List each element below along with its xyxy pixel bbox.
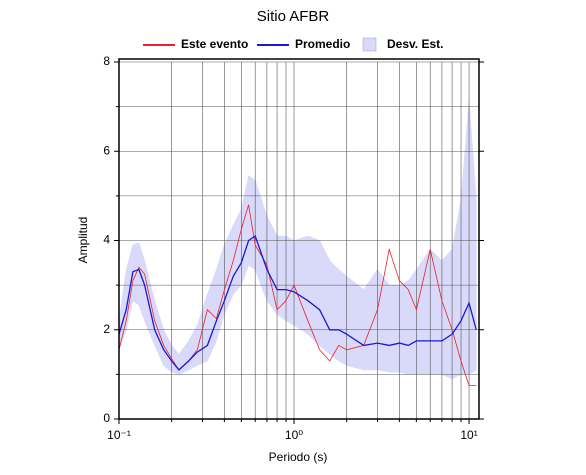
std-band: [285, 235, 295, 326]
std-band: [188, 325, 198, 371]
std-band: [224, 224, 234, 315]
y-tick-label: 4: [103, 233, 110, 247]
x-tick-label: 10⁻¹: [107, 428, 131, 442]
std-band: [338, 268, 348, 366]
std-band: [207, 269, 217, 362]
std-band: [468, 99, 477, 375]
std-band: [241, 175, 249, 286]
plot-frame: [118, 58, 480, 420]
std-band: [346, 275, 364, 371]
std-band: [451, 200, 462, 380]
std-band: [388, 284, 400, 373]
std-band: [460, 99, 470, 375]
std-band: [416, 248, 431, 375]
std-band: [399, 280, 409, 375]
std-band: [144, 260, 156, 346]
legend-label: Este evento: [181, 37, 248, 51]
y-tick-label: 2: [103, 322, 110, 336]
std-band: [233, 209, 242, 295]
std-band: [319, 240, 331, 355]
chart-title: Sitio AFBR: [257, 8, 330, 25]
y-tick-label: 6: [103, 143, 110, 157]
x-tick-label: 10¹: [460, 428, 477, 442]
legend-swatch: [362, 37, 377, 52]
std-band: [363, 268, 378, 371]
std-band: [266, 215, 278, 316]
std-band: [118, 269, 127, 350]
legend-label: Desv. Est.: [387, 37, 443, 51]
series-line: [118, 234, 477, 371]
x-tick-label: 10⁰: [285, 428, 303, 442]
std-band: [429, 248, 443, 375]
y-axis-label: Amplitud: [76, 217, 90, 264]
std-band: [329, 259, 339, 362]
legend-label: Promedio: [295, 37, 350, 51]
std-band: [307, 235, 320, 347]
y-tick-label: 8: [103, 54, 110, 68]
x-axis-label: Periodo (s): [269, 450, 328, 464]
series-line: [118, 204, 477, 386]
y-tick-label: 0: [103, 411, 110, 425]
